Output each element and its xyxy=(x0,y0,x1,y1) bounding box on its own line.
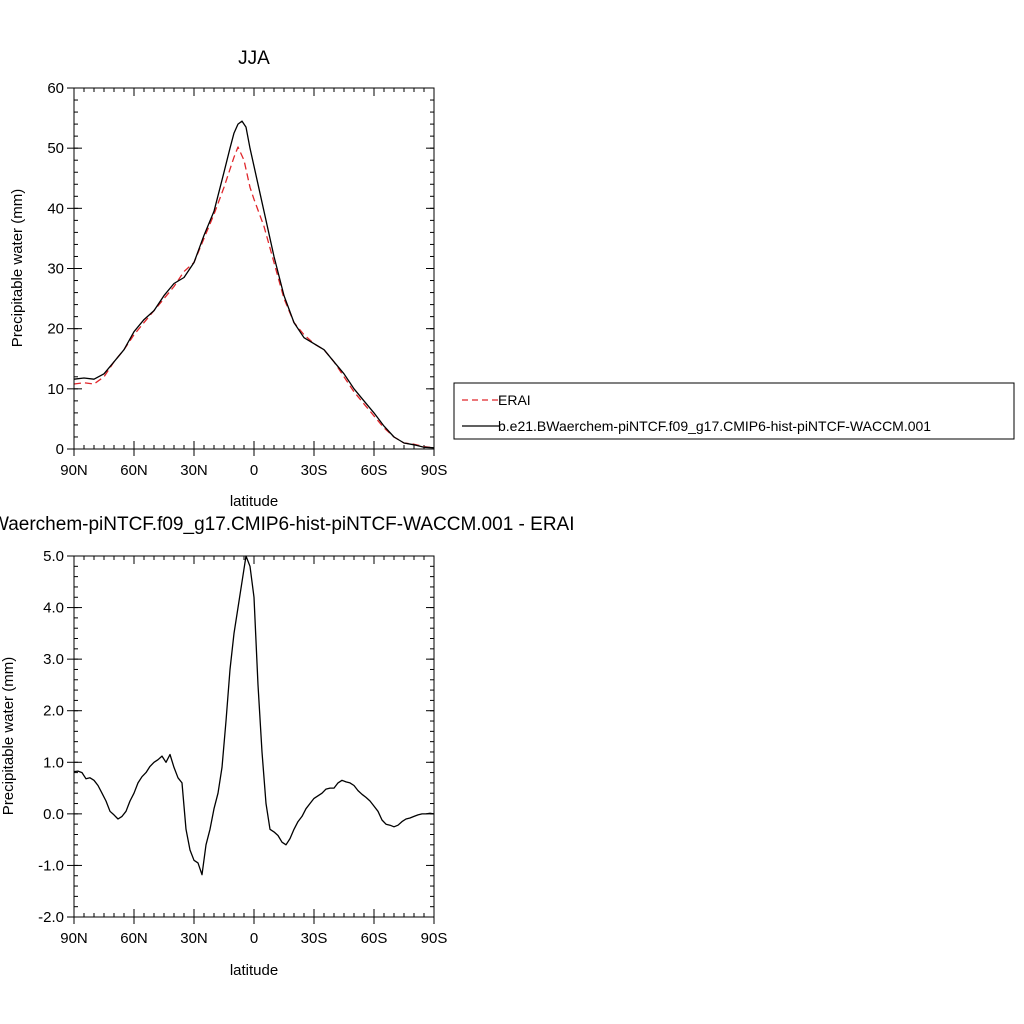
y-tick-label: 0 xyxy=(56,441,64,458)
top-panel-x-axis-label: latitude xyxy=(230,493,278,510)
top-panel-x-tick-labels: 90N 60N 30N 0 30S 60S 90S xyxy=(60,462,447,479)
y-tick-label: 30 xyxy=(47,261,64,278)
y-tick-label: 1.0 xyxy=(43,754,64,771)
top-panel-title: JJA xyxy=(238,48,270,69)
x-tick-label: 30N xyxy=(180,462,208,479)
series-line-erai xyxy=(73,146,435,449)
y-tick-label: 5.0 xyxy=(43,548,64,565)
legend-box xyxy=(453,382,1015,440)
legend-model-label: b.e21.BWaerchem-piNTCF.f09_g17.CMIP6-his… xyxy=(498,418,931,434)
top-panel-plot-frame xyxy=(73,87,435,450)
bottom-panel-tick-marks xyxy=(67,555,435,924)
x-tick-label: 90S xyxy=(421,930,448,947)
bottom-panel-series-lines xyxy=(73,555,435,876)
bottom-panel-y-tick-labels: -2.0 -1.0 0.0 1.0 2.0 3.0 4.0 5.0 xyxy=(38,548,64,926)
y-tick-label: 2.0 xyxy=(43,703,64,720)
top-panel-y-tick-labels: 0 10 20 30 40 50 60 xyxy=(47,80,64,458)
y-tick-label: -2.0 xyxy=(38,909,64,926)
y-tick-label: 0.0 xyxy=(43,806,64,823)
bottom-panel-x-tick-labels: 90N 60N 30N 0 30S 60S 90S xyxy=(60,930,447,947)
x-tick-label: 30S xyxy=(301,930,328,947)
y-tick-label: -1.0 xyxy=(38,857,64,874)
x-tick-label: 0 xyxy=(250,930,258,947)
y-tick-label: 40 xyxy=(47,200,64,217)
y-tick-label: 60 xyxy=(47,80,64,97)
top-panel-line-chart: JJA Precipitable water (mm) latitude 0 10… xyxy=(9,48,447,510)
x-tick-label: 90N xyxy=(60,930,88,947)
top-panel-series-lines xyxy=(73,120,435,449)
x-tick-label: 60N xyxy=(120,462,148,479)
x-tick-label: 60N xyxy=(120,930,148,947)
y-tick-label: 50 xyxy=(47,140,64,157)
x-tick-label: 30N xyxy=(180,930,208,947)
x-tick-label: 90S xyxy=(421,462,448,479)
y-tick-label: 10 xyxy=(47,381,64,398)
bottom-panel-y-axis-label: Precipitable water (mm) xyxy=(0,657,17,815)
bottom-panel-x-axis-label: latitude xyxy=(230,962,278,979)
y-tick-label: 4.0 xyxy=(43,600,64,617)
x-tick-label: 30S xyxy=(301,462,328,479)
bottom-panel-plot-frame xyxy=(73,555,435,918)
x-tick-label: 60S xyxy=(361,930,388,947)
x-tick-label: 60S xyxy=(361,462,388,479)
x-tick-label: 0 xyxy=(250,462,258,479)
series-line-model xyxy=(73,120,435,449)
bottom-panel-line-chart: b.e21.BWaerchem-piNTCF.f09_g17.CMIP6-his… xyxy=(0,514,575,979)
top-panel-y-axis-label: Precipitable water (mm) xyxy=(9,189,26,347)
bottom-panel-title: b.e21.BWaerchem-piNTCF.f09_g17.CMIP6-his… xyxy=(0,514,575,535)
legend-erai-label: ERAI xyxy=(498,392,531,408)
series-line-difference xyxy=(73,555,435,876)
y-tick-label: 20 xyxy=(47,321,64,338)
y-tick-label: 3.0 xyxy=(43,651,64,668)
x-tick-label: 90N xyxy=(60,462,88,479)
top-panel-legend: ERAI b.e21.BWaerchem-piNTCF.f09_g17.CMIP… xyxy=(453,382,1015,440)
